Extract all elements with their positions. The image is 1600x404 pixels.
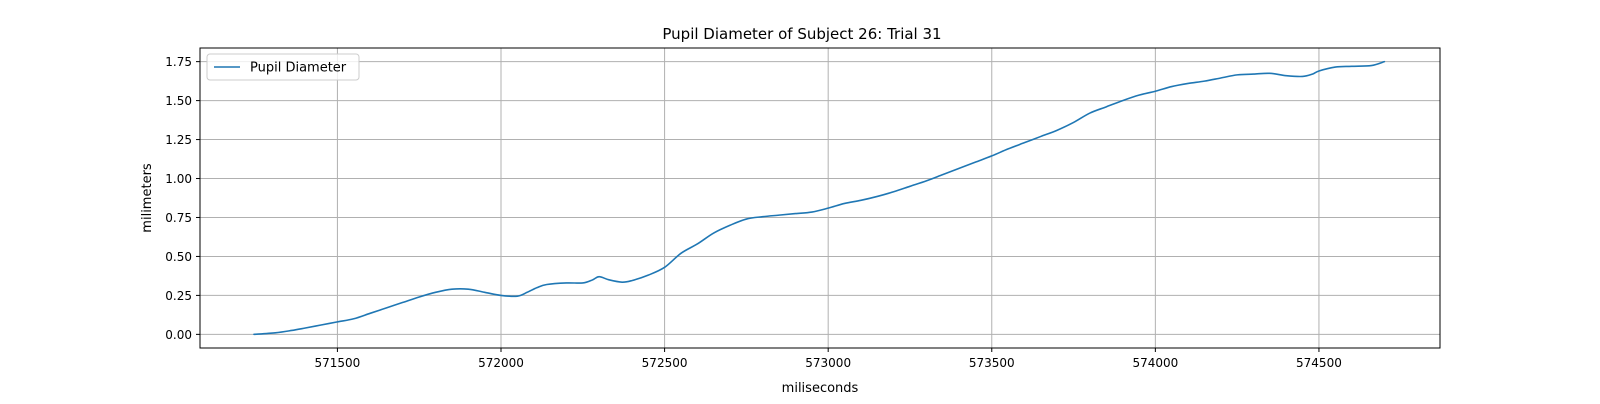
x-tick-label: 574000 (1132, 356, 1178, 370)
y-tick-label: 0.75 (165, 211, 192, 225)
x-tick-label: 572000 (478, 356, 524, 370)
tick-layer: 571500 572000 572500 573000 573500 574000 5745… (165, 55, 1342, 370)
y-tick-label: 0.00 (165, 328, 192, 342)
legend: Pupil Diameter (206, 53, 360, 81)
y-tick-label: 1.75 (165, 55, 192, 69)
y-axis-label: milimeters (140, 163, 155, 233)
legend-box (206, 53, 360, 81)
y-tick-label: 1.00 (165, 172, 192, 186)
data-layer (253, 60, 1386, 336)
series-line-pupil-diameter (253, 60, 1386, 336)
y-tick-label: 1.50 (165, 94, 192, 108)
x-tick-label: 572500 (642, 356, 688, 370)
chart-title: Pupil Diameter of Subject 26: Trial 31 (662, 25, 941, 43)
x-tick-label: 573000 (805, 356, 851, 370)
grid-layer (200, 48, 1440, 348)
x-tick-label: 573500 (969, 356, 1015, 370)
x-axis-label: miliseconds (782, 381, 859, 396)
legend-entry-pupil-diameter: Pupil Diameter (250, 61, 347, 76)
x-tick-label: 574500 (1296, 356, 1342, 370)
y-tick-label: 0.25 (165, 289, 192, 303)
x-tick-label: 571500 (315, 356, 361, 370)
y-tick-label: 1.25 (165, 133, 192, 147)
y-tick-label: 0.50 (165, 250, 192, 264)
plot-frame (199, 47, 1441, 349)
